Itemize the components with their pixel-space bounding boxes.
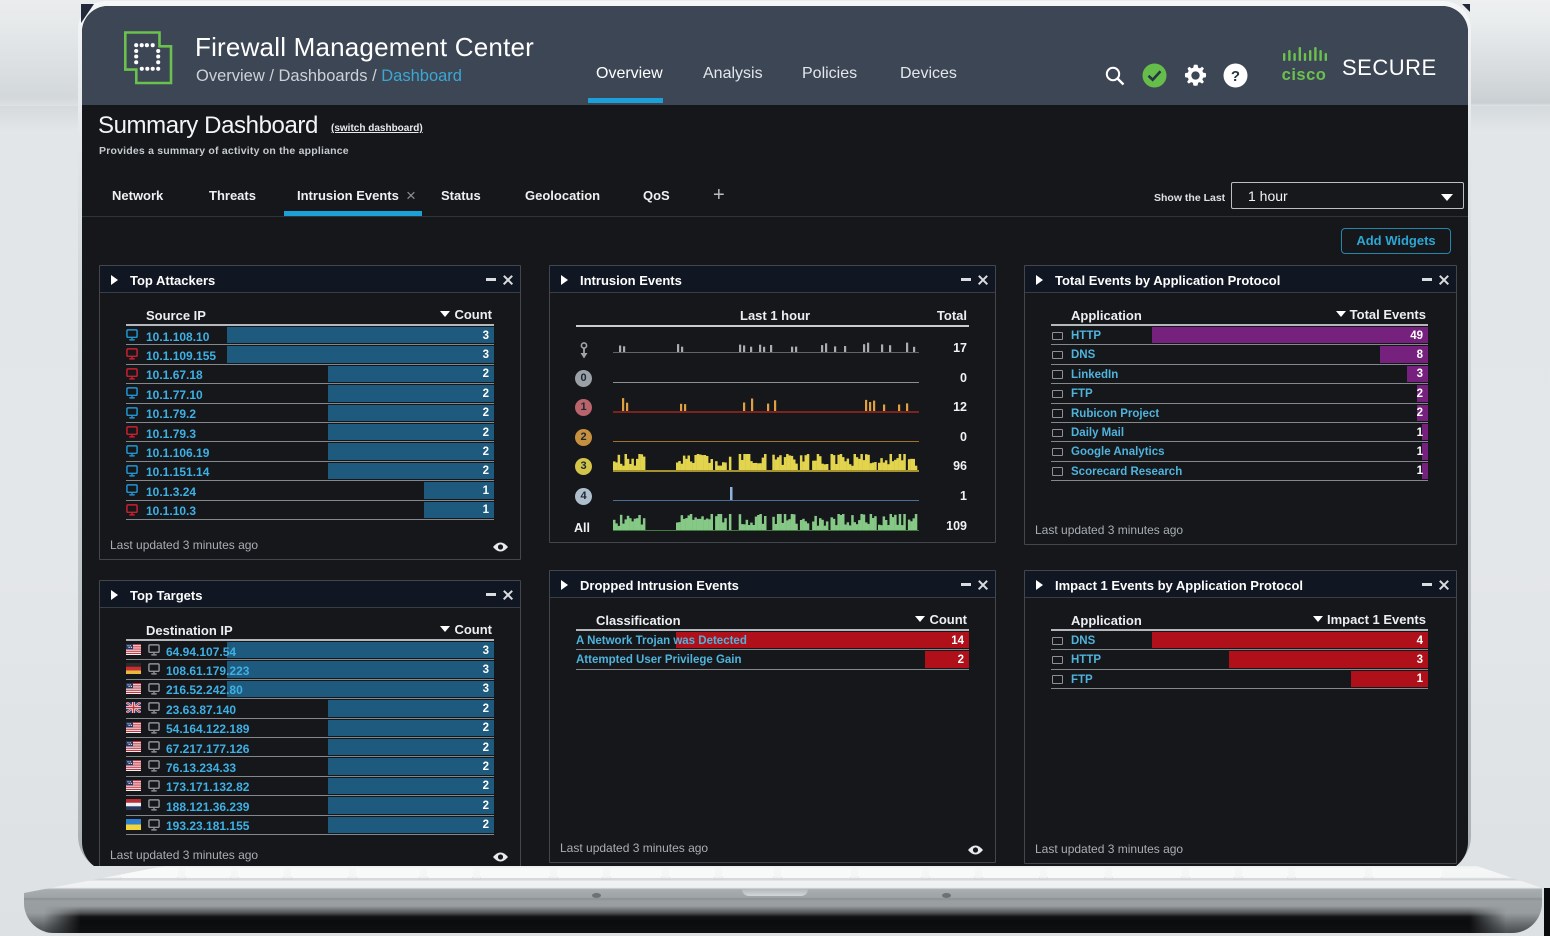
svg-text:cisco: cisco [1282, 66, 1327, 84]
svg-text:?: ? [1231, 68, 1240, 85]
